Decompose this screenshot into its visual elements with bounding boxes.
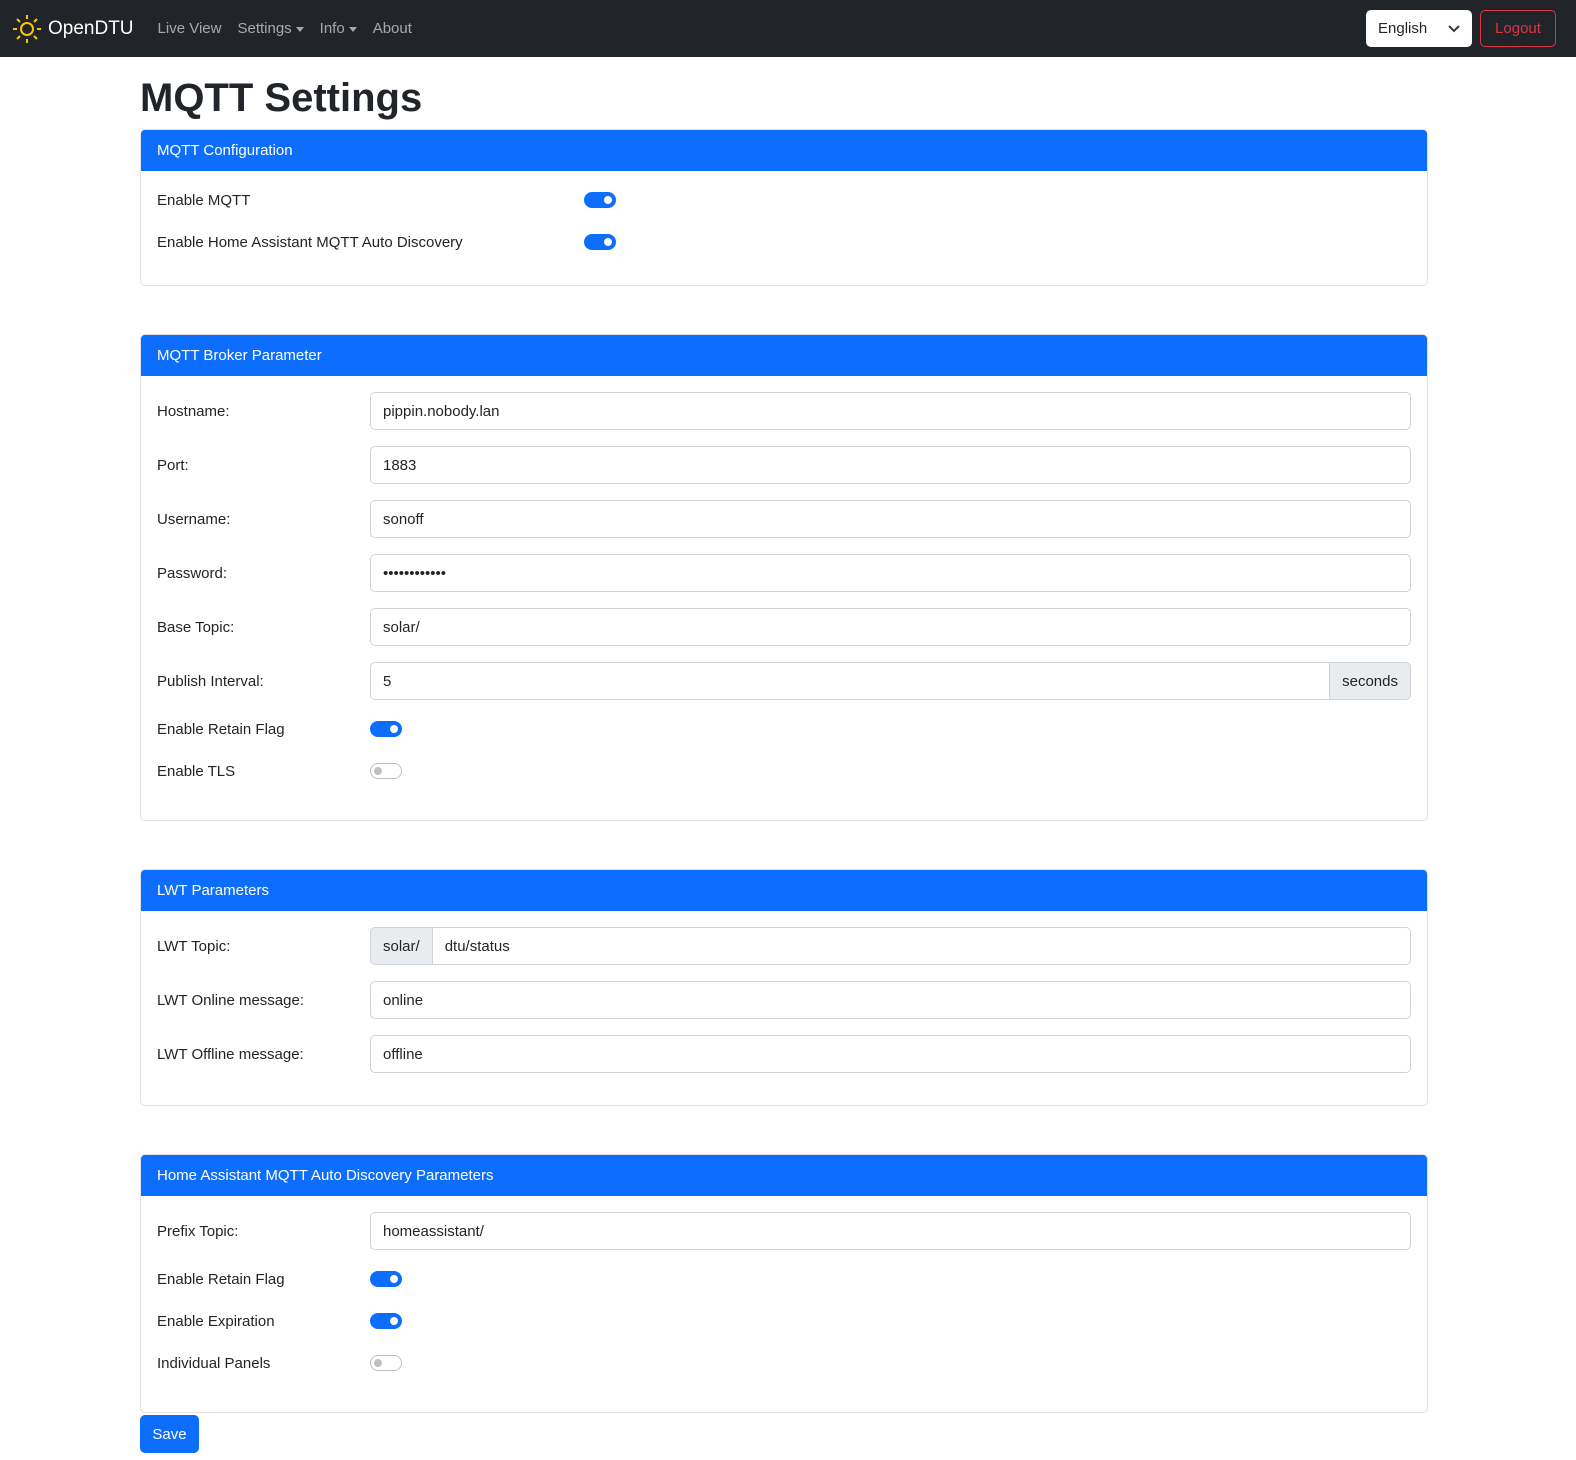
tls-toggle[interactable] <box>370 763 402 779</box>
language-select[interactable]: English <box>1366 10 1472 47</box>
nav-info-label: Info <box>319 20 345 37</box>
nav-live-view[interactable]: Live View <box>157 20 222 37</box>
port-input[interactable]: 1883 <box>370 446 1411 484</box>
prefix-topic-input[interactable]: homeassistant/ <box>370 1212 1411 1250</box>
main: MQTT Settings MQTT Configuration Enable … <box>140 57 1428 1453</box>
publish-interval-label: Publish Interval: <box>157 672 264 690</box>
nav-info[interactable]: Info <box>320 20 357 37</box>
card-header: LWT Parameters <box>141 870 1427 911</box>
mqtt-broker-card: MQTT Broker Parameter Hostname: pippin.no… <box>140 334 1428 821</box>
nav-settings-label: Settings <box>237 20 292 37</box>
lwt-topic-input[interactable]: dtu/status <box>432 927 1411 965</box>
lwt-card: LWT Parameters LWT Topic: solar/dtu/statu… <box>140 869 1428 1106</box>
individual-panels-toggle[interactable] <box>370 1355 402 1371</box>
username-label: Username: <box>157 510 231 528</box>
lwt-topic-prefix: solar/ <box>370 927 433 965</box>
ha-expiration-toggle[interactable] <box>370 1313 402 1329</box>
enable-mqtt-toggle[interactable] <box>584 192 616 208</box>
ha-discovery-card: Home Assistant MQTT Auto Discovery Param… <box>140 1154 1428 1413</box>
lwt-offline-label: LWT Offline message: <box>157 1045 304 1063</box>
username-input[interactable]: sonoff <box>370 500 1411 538</box>
individual-panels-label: Individual Panels <box>157 1354 271 1372</box>
brand-name: OpenDTU <box>48 17 134 39</box>
caret-down-icon <box>348 26 357 32</box>
tls-label: Enable TLS <box>157 762 236 780</box>
hostname-label: Hostname: <box>157 402 230 420</box>
lwt-online-label: LWT Online message: <box>157 991 305 1009</box>
nav-about[interactable]: About <box>372 20 412 37</box>
enable-ha-toggle[interactable] <box>584 234 616 250</box>
base-topic-input[interactable]: solar/ <box>370 608 1411 646</box>
navbar: OpenDTU Live View Settings Info About En… <box>0 0 1576 57</box>
mqtt-configuration-card: MQTT Configuration Enable MQTT Enable Ho… <box>140 129 1428 286</box>
chevron-down-icon <box>1448 24 1460 32</box>
ha-retain-toggle[interactable] <box>370 1271 402 1287</box>
nav-settings[interactable]: Settings <box>237 20 304 37</box>
lwt-offline-input[interactable]: offline <box>370 1035 1411 1073</box>
seconds-addon: seconds <box>1330 662 1411 700</box>
lwt-topic-label: LWT Topic: <box>157 937 231 955</box>
brand-link[interactable]: OpenDTU <box>12 14 134 44</box>
enable-ha-label: Enable Home Assistant MQTT Auto Discover… <box>157 233 463 251</box>
password-input[interactable]: •••••••••••• <box>370 554 1411 592</box>
ha-expiration-label: Enable Expiration <box>157 1312 275 1330</box>
save-button[interactable]: Save <box>140 1415 199 1453</box>
prefix-topic-label: Prefix Topic: <box>157 1222 239 1240</box>
publish-interval-input[interactable]: 5 <box>370 662 1331 700</box>
caret-down-icon <box>295 26 304 32</box>
ha-retain-label: Enable Retain Flag <box>157 1270 285 1288</box>
retain-flag-label: Enable Retain Flag <box>157 720 285 738</box>
language-value: English <box>1378 20 1428 37</box>
password-label: Password: <box>157 564 228 582</box>
page-title: MQTT Settings <box>140 76 423 120</box>
retain-flag-toggle[interactable] <box>370 721 402 737</box>
logout-button[interactable]: Logout <box>1480 10 1556 47</box>
lwt-online-input[interactable]: online <box>370 981 1411 1019</box>
base-topic-label: Base Topic: <box>157 618 235 636</box>
port-label: Port: <box>157 456 189 474</box>
card-header: MQTT Broker Parameter <box>141 335 1427 376</box>
hostname-input[interactable]: pippin.nobody.lan <box>370 392 1411 430</box>
card-header: Home Assistant MQTT Auto Discovery Param… <box>141 1155 1427 1196</box>
card-header: MQTT Configuration <box>141 130 1427 171</box>
enable-mqtt-label: Enable MQTT <box>157 191 251 209</box>
sun-icon <box>13 14 41 43</box>
